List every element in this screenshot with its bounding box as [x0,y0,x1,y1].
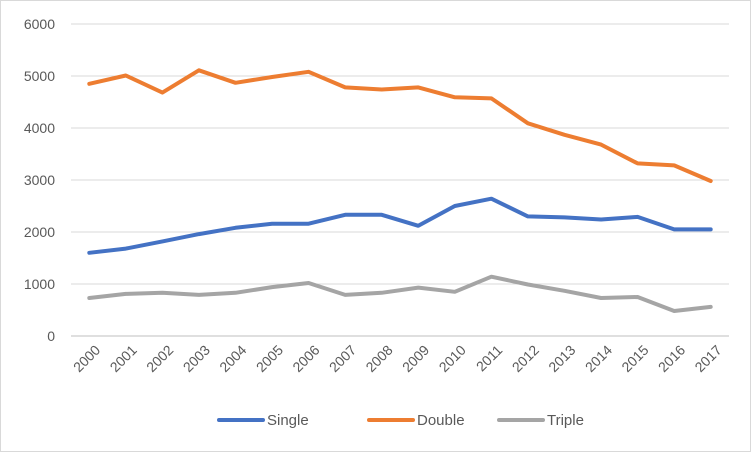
x-tick-label: 2002 [143,342,176,375]
x-axis: 2000 2001 2002 2003 2004 2005 2006 2007 2008 2009… [70,342,725,375]
series-line-double [87,68,713,183]
series-line-triple [87,274,713,313]
x-tick-label: 2006 [289,342,322,375]
legend-label: Double [417,412,465,429]
y-tick-label: 1000 [24,276,55,292]
x-tick-label: 2003 [180,342,213,375]
legend: Single Double Triple [217,412,584,429]
x-tick-label: 2017 [691,342,724,375]
x-tick-label: 2000 [70,342,103,375]
x-tick-label: 2015 [618,342,651,375]
x-tick-label: 2001 [107,342,140,375]
y-axis: 0 1000 2000 3000 4000 5000 6000 [24,16,55,344]
y-tick-label: 6000 [24,16,55,32]
legend-item-single: Single [217,412,309,429]
legend-label: Single [267,412,309,429]
x-tick-label: 2014 [582,342,615,375]
gridlines [71,23,729,337]
x-tick-label: 2005 [253,342,286,375]
x-tick-label: 2007 [326,342,359,375]
x-tick-label: 2016 [655,342,688,375]
legend-item-double: Double [367,412,465,429]
legend-label: Triple [547,412,584,429]
x-tick-label: 2013 [545,342,578,375]
y-tick-label: 3000 [24,172,55,188]
x-tick-label: 2010 [436,342,469,375]
series-line-single [87,196,713,255]
x-tick-label: 2009 [399,342,432,375]
x-tick-label: 2012 [509,342,542,375]
y-tick-label: 5000 [24,68,55,84]
x-tick-label: 2011 [473,342,506,375]
y-tick-label: 0 [47,328,55,344]
x-tick-label: 2004 [216,342,249,375]
series-lines [87,68,713,313]
y-tick-label: 2000 [24,224,55,240]
x-tick-label: 2008 [362,342,395,375]
legend-item-triple: Triple [497,412,584,429]
y-tick-label: 4000 [24,120,55,136]
